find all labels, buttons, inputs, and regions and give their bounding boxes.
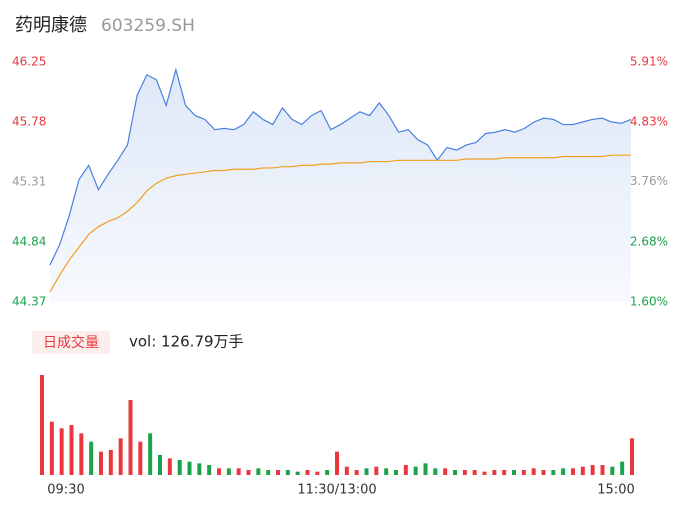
volume-bar xyxy=(472,470,477,475)
volume-bar xyxy=(423,463,428,475)
volume-bar xyxy=(620,461,625,475)
volume-bar xyxy=(600,465,605,475)
volume-bar xyxy=(148,433,153,475)
volume-bar xyxy=(482,471,487,475)
volume-bar xyxy=(177,460,182,475)
volume-bar xyxy=(433,468,438,475)
volume-bar xyxy=(285,470,290,475)
volume-bar xyxy=(551,470,556,475)
volume-total: vol: 126.79万手 xyxy=(129,333,244,351)
volume-bar xyxy=(158,455,162,475)
volume-bar xyxy=(403,465,408,475)
volume-bar xyxy=(571,468,575,475)
volume-bar xyxy=(256,468,261,475)
volume-bar xyxy=(59,428,64,475)
y-tick-label: 46.25 xyxy=(12,55,46,69)
volume-bar xyxy=(462,470,467,475)
volume-bar xyxy=(502,470,507,475)
y2-tick-label: 3.76% xyxy=(630,174,668,188)
price-line xyxy=(49,67,632,266)
volume-bar xyxy=(443,468,448,475)
volume-bar xyxy=(266,470,271,475)
volume-bar xyxy=(325,470,330,475)
volume-bar xyxy=(453,470,457,475)
volume-label-box xyxy=(32,331,110,354)
volume-bar xyxy=(207,465,212,475)
x-tick-label: 11:30/13:00 xyxy=(297,483,376,498)
volume-bar xyxy=(295,471,300,475)
volume-bar xyxy=(521,470,526,475)
average-line xyxy=(49,154,631,293)
volume-bar xyxy=(79,433,84,475)
volume-bar xyxy=(246,470,251,475)
volume-bar xyxy=(364,468,369,475)
volume-bar xyxy=(344,466,349,475)
volume-bar xyxy=(590,465,595,475)
volume-bar xyxy=(561,468,566,475)
volume-bar xyxy=(197,463,202,475)
y2-tick-label: 2.68% xyxy=(630,234,668,248)
volume-bar xyxy=(236,468,241,475)
x-tick-label: 09:30 xyxy=(47,483,84,498)
y2-tick-label: 1.60% xyxy=(630,295,668,309)
volume-bar xyxy=(630,438,634,475)
y2-tick-label: 5.91% xyxy=(630,55,668,69)
volume-bar xyxy=(128,400,133,475)
volume-bar xyxy=(492,470,497,475)
volume-bar xyxy=(99,451,103,475)
volume-bar xyxy=(315,471,320,475)
volume-bar xyxy=(374,466,379,475)
volume-bar xyxy=(580,466,585,475)
volume-bar xyxy=(512,470,516,475)
volume-bar xyxy=(69,425,74,475)
y-tick-label: 44.37 xyxy=(12,295,46,309)
volume-bar xyxy=(226,468,231,475)
volume-bar xyxy=(49,421,54,475)
volume-bar xyxy=(335,451,339,475)
volume-bar xyxy=(610,466,615,475)
volume-bar xyxy=(276,470,280,475)
volume-label: 日成交量 xyxy=(43,334,99,351)
price-area-fill xyxy=(50,69,631,302)
volume-bar xyxy=(394,470,398,475)
volume-bar xyxy=(354,470,359,475)
volume-bar xyxy=(40,375,44,475)
y-tick-label: 45.31 xyxy=(12,175,46,189)
volume-bar xyxy=(89,441,94,475)
y-tick-label: 45.78 xyxy=(12,115,46,129)
volume-bar xyxy=(531,468,536,475)
volume-bar xyxy=(384,468,389,475)
x-tick-label: 15:00 xyxy=(597,483,634,498)
stock-code: 603259.SH xyxy=(101,16,195,36)
volume-bar xyxy=(187,461,192,475)
volume-bar xyxy=(167,458,172,475)
y-tick-label: 44.84 xyxy=(12,235,46,249)
y2-tick-label: 4.83% xyxy=(630,115,668,129)
volume-bar xyxy=(413,466,418,475)
volume-bar xyxy=(305,470,310,475)
volume-bar xyxy=(541,470,546,475)
volume-bar xyxy=(138,441,143,475)
volume-bar xyxy=(217,468,221,475)
stock-name: 药明康德 xyxy=(15,15,87,36)
volume-bar xyxy=(108,450,113,475)
volume-bar xyxy=(118,438,123,475)
